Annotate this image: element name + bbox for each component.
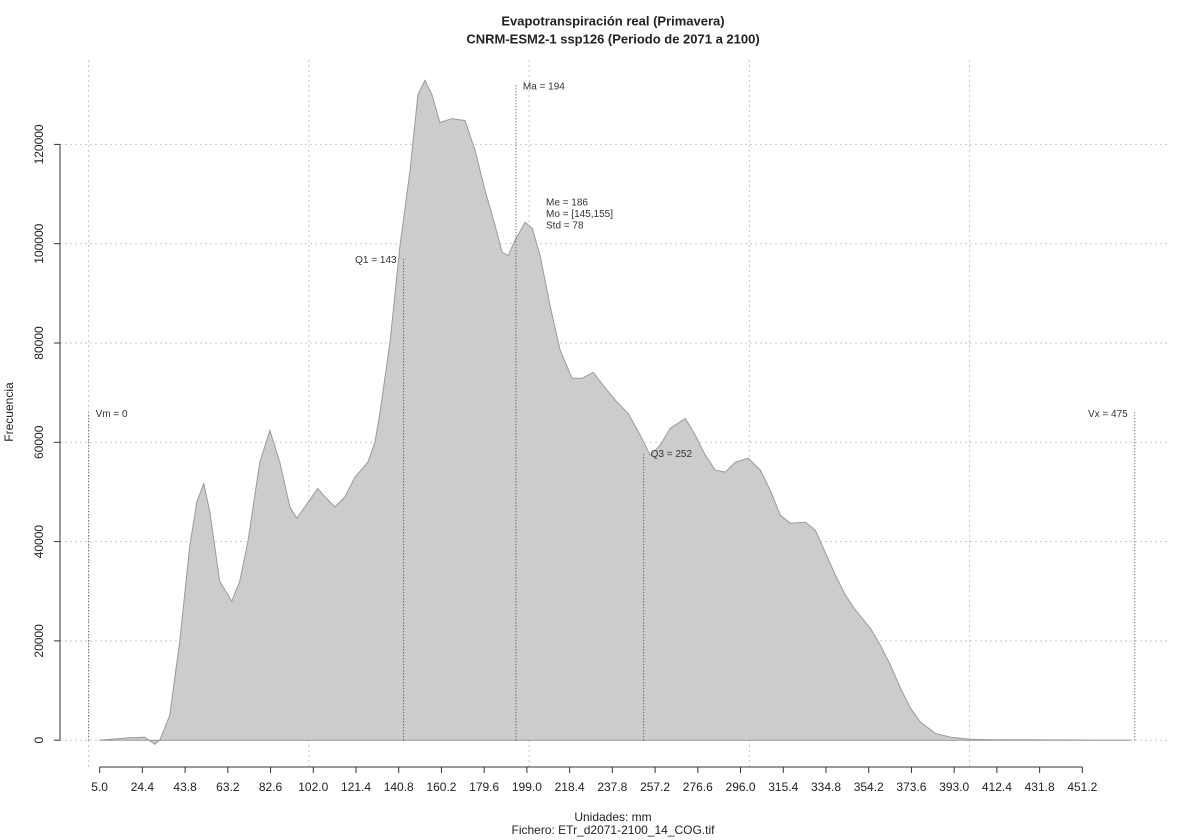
y-axis-label: Frecuencia: [2, 382, 16, 442]
stat-label: Ma = 194: [523, 81, 565, 92]
x-tick-label: 315.4: [768, 780, 798, 794]
x-tick-label: 63.2: [216, 780, 240, 794]
x-tick-label: 5.0: [91, 780, 108, 794]
x-tick-label: 24.4: [131, 780, 155, 794]
chart-subtitle: CNRM-ESM2-1 ssp126 (Periodo de 2071 a 21…: [466, 31, 759, 46]
stat-label: Q3 = 252: [651, 449, 693, 460]
x-tick-label: 179.6: [469, 780, 499, 794]
chart-title: Evapotranspiración real (Primavera): [501, 13, 724, 28]
x-tick-label: 393.0: [939, 780, 969, 794]
x-tick-label: 412.4: [982, 780, 1012, 794]
stat-label: Vm = 0: [96, 409, 128, 420]
x-tick-label: 82.6: [259, 780, 283, 794]
x-tick-label: 334.8: [811, 780, 841, 794]
x-tick-label: 296.0: [726, 780, 756, 794]
y-tick-label: 40000: [32, 525, 46, 559]
x-axis-label: Fichero: ETr_d2071-2100_14_COG.tif: [512, 823, 716, 837]
x-tick-label: 199.0: [512, 780, 542, 794]
stat-label: Vx = 475: [1088, 409, 1128, 420]
stat-text: Mo = [145,155]: [546, 209, 613, 220]
x-tick-label: 43.8: [173, 780, 197, 794]
x-tick-label: 121.4: [341, 780, 371, 794]
x-tick-label: 373.6: [896, 780, 926, 794]
x-tick-label: 451.2: [1067, 780, 1097, 794]
x-tick-label: 102.0: [298, 780, 328, 794]
x-tick-label: 257.2: [640, 780, 670, 794]
stat-label: Q1 = 143: [355, 255, 397, 266]
y-tick-label: 120000: [32, 124, 46, 164]
x-tick-label: 354.2: [854, 780, 884, 794]
y-tick-label: 20000: [32, 624, 46, 658]
y-tick-label: 80000: [32, 326, 46, 360]
x-tick-label: 218.4: [555, 780, 585, 794]
x-tick-label: 160.2: [426, 780, 456, 794]
stat-text: Std = 78: [546, 221, 584, 232]
x-tick-label: 276.6: [683, 780, 713, 794]
y-tick-label: 100000: [32, 223, 46, 263]
x-tick-label: 237.8: [597, 780, 627, 794]
x-tick-label: 431.8: [1025, 780, 1055, 794]
stat-text: Me = 186: [546, 198, 588, 209]
y-tick-label: 60000: [32, 425, 46, 459]
x-axis-label: Unidades: mm: [574, 810, 651, 824]
density-area: [99, 79, 1132, 745]
x-tick-label: 140.8: [384, 780, 414, 794]
y-tick-label: 0: [32, 737, 46, 744]
